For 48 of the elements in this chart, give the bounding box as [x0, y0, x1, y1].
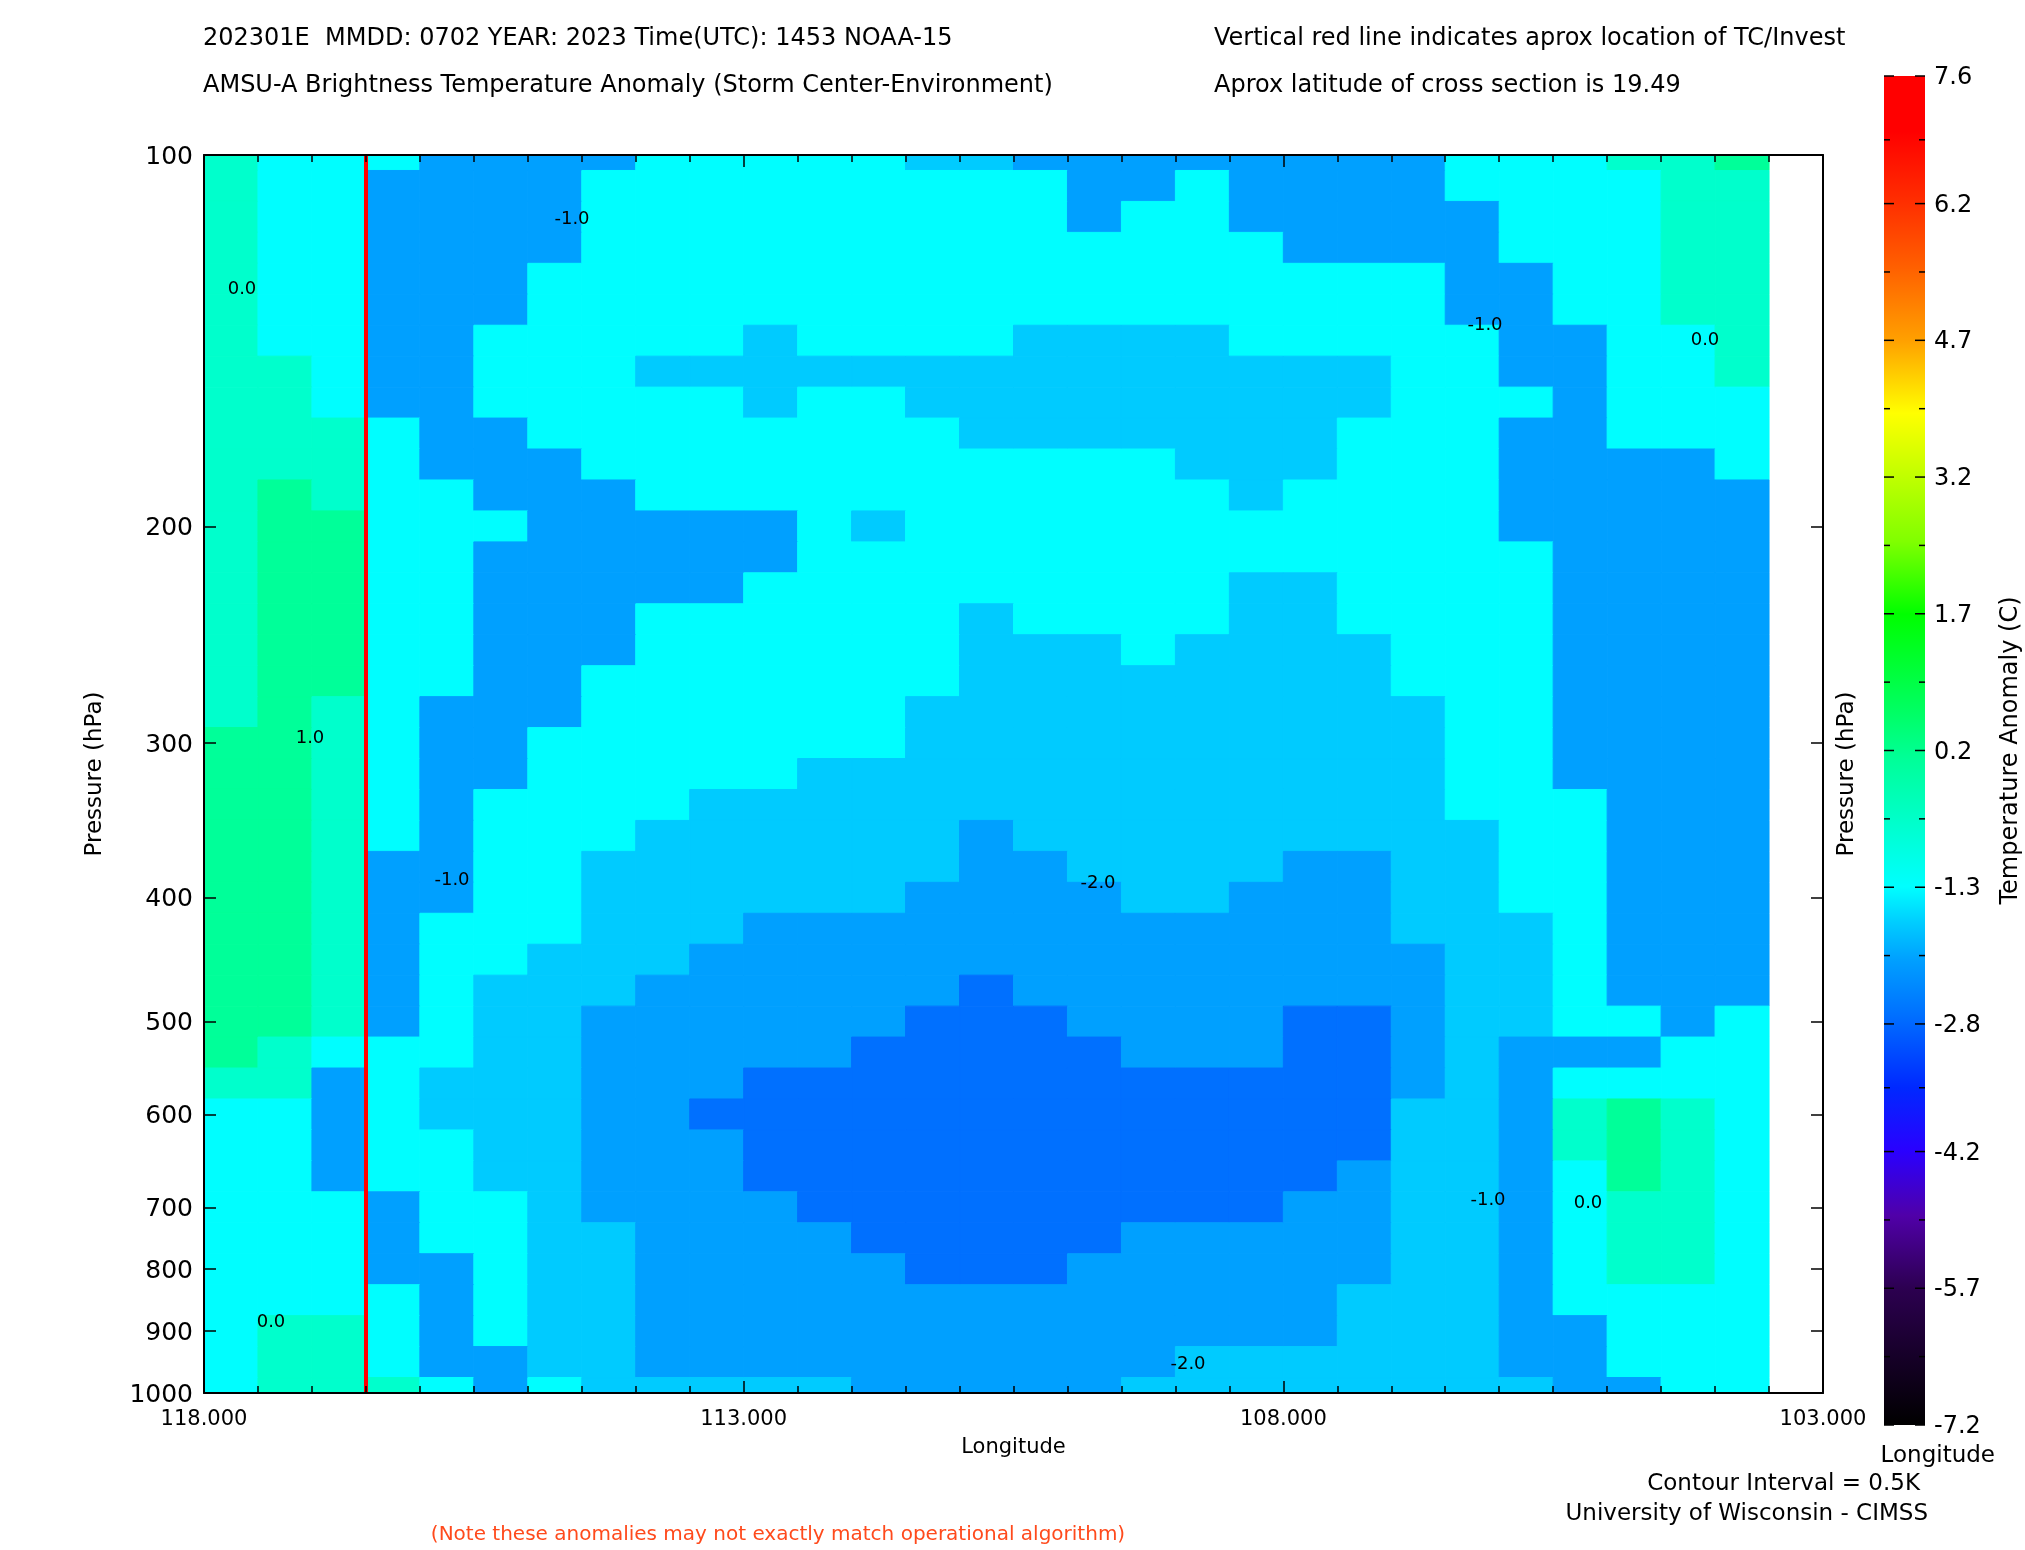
x-tick-label: 103.000	[1779, 1405, 1867, 1430]
text: Vertical red line indicates aprox location of TC/Invest	[1214, 23, 1846, 51]
y-tick-label: 600	[145, 1099, 193, 1129]
color-bar-label: 6.2	[1934, 189, 1973, 218]
y-tick-label: 1000	[129, 1378, 193, 1408]
annotation: -1.0	[434, 867, 470, 889]
y-tick-label: 700	[145, 1192, 193, 1222]
annotation: -1.0	[1470, 1187, 1506, 1209]
annotation: 0.0	[256, 1309, 286, 1331]
x-tick-label: 113.000	[700, 1405, 788, 1430]
y-tick-label: 200	[145, 511, 193, 541]
text: University of Wisconsin - CIMSS	[1565, 1499, 1928, 1525]
text: Longitude	[1880, 1441, 1995, 1467]
y-tick-label: 400	[145, 883, 193, 913]
annotation: 0.0	[1690, 327, 1720, 349]
y-tick-label: 500	[145, 1007, 193, 1037]
color-bar-label: 4.7	[1934, 326, 1973, 355]
annotation: -1.0	[1467, 312, 1503, 334]
color-bar-label: -1.3	[1934, 873, 1981, 902]
y-axis-title: Pressure (hPa)	[79, 691, 106, 857]
color-bar-label: -4.2	[1934, 1137, 1981, 1166]
text: Aprox latitude of cross section is 19.49	[1214, 70, 1681, 98]
color-bar-title: Temperature Anomaly (C)	[1995, 596, 2023, 906]
color-bar-label: -2.8	[1934, 1009, 1981, 1038]
x-axis-title: Longitude	[961, 1433, 1066, 1458]
annotation: 1.0	[295, 725, 325, 747]
annotation: 0.0	[227, 276, 257, 298]
color-bar-label: 1.7	[1934, 599, 1973, 628]
y-tick-label: 100	[145, 140, 193, 170]
color-bar-label: 7.6	[1934, 62, 1973, 90]
y-tick-label: 900	[145, 1316, 193, 1346]
annotation: -2.0	[1170, 1351, 1206, 1373]
annotation: -1.0	[554, 206, 590, 228]
y2-axis-title: Pressure (hPa)	[1831, 691, 1858, 857]
color-bar-label: 0.2	[1934, 736, 1973, 765]
y-tick-label: 300	[145, 728, 193, 758]
color-bar-label: -5.7	[1934, 1274, 1981, 1303]
text: (Note these anomalies may not exactly match operational algorithm)	[430, 1521, 1126, 1545]
x-tick-label: 118.000	[160, 1405, 248, 1430]
color-bar-label: 3.2	[1934, 463, 1973, 492]
chart-title: 202301E MMDD: 0702 YEAR: 2023 Time(UTC): 1453 NOAA-15	[203, 23, 953, 51]
text: Contour Interval = 0.5K	[1647, 1469, 1921, 1495]
color-bar-label: -7.2	[1934, 1411, 1981, 1439]
x-tick-label: 108.000	[1239, 1405, 1327, 1430]
annotation: -2.0	[1080, 870, 1116, 892]
chart-subtitle: AMSU-A Brightness Temperature Anomaly (Storm Center-Environment)	[203, 70, 1053, 98]
annotation: 0.0	[1573, 1190, 1603, 1212]
y-tick-label: 800	[145, 1254, 193, 1284]
